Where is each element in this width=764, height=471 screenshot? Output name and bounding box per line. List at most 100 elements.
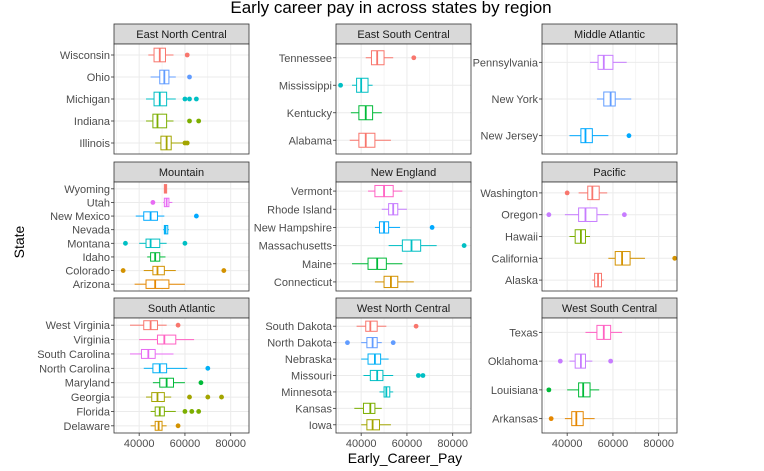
panel-border-west-south-central (541, 317, 678, 434)
outlier-georgia (187, 394, 192, 400)
outlier-indiana (196, 118, 202, 124)
box-new-jersey (580, 128, 593, 144)
panel-border-east-north-central (113, 43, 250, 155)
x-axis-title: Early_Career_Pay (348, 450, 462, 466)
state-label-mississippi: Mississippi (279, 80, 332, 92)
state-label-arizona: Arizona (73, 279, 111, 291)
state-label-illinois: Illinois (79, 138, 110, 150)
strip-label-east-south-central: East South Central (357, 29, 449, 41)
panel-border-east-south-central (335, 43, 472, 155)
outlier-washington (564, 190, 570, 196)
state-label-florida: Florida (76, 406, 111, 418)
state-label-arkansas: Arkansas (492, 414, 538, 426)
box-kansas (362, 402, 376, 414)
state-label-connecticut: Connecticut (274, 277, 332, 289)
x-tick-label: 60000 (392, 438, 423, 450)
outlier-west-virginia (175, 322, 181, 328)
panel-background-mountain (114, 182, 249, 291)
strip-label-middle-atlantic: Middle Atlantic (574, 29, 645, 41)
outlier-illinois (184, 140, 190, 146)
state-label-wisconsin: Wisconsin (60, 50, 110, 62)
x-tick-label: 80000 (437, 438, 468, 450)
panel-new-england: New England Vermont Rhode Island New Hampsh… (254, 161, 472, 292)
state-label-minnesota: Minnesota (281, 387, 333, 399)
state-label-new-york: New York (492, 94, 539, 106)
outlier-georgia (205, 394, 211, 400)
outlier-missouri (420, 373, 426, 378)
outlier-maryland (198, 380, 204, 386)
state-label-kentucky: Kentucky (287, 108, 333, 120)
state-label-oregon: Oregon (501, 210, 538, 222)
outlier-michigan (182, 96, 188, 102)
outlier-montana (182, 240, 188, 246)
outlier-new-jersey (626, 133, 632, 139)
outlier-oklahoma (608, 358, 614, 364)
strip-label-west-north-central: West North Central (357, 303, 450, 315)
panel-border-west-north-central (335, 317, 472, 434)
outlier-florida (189, 409, 195, 414)
x-tick-label: 40000 (552, 438, 583, 450)
panel-east-north-central: East North Central Wisconsin Ohio Michigan I… (60, 23, 250, 155)
state-label-colorado: Colorado (65, 266, 110, 278)
state-label-missouri: Missouri (291, 371, 332, 383)
state-label-north-dakota: North Dakota (267, 338, 333, 350)
state-label-oklahoma: Oklahoma (488, 356, 539, 368)
state-label-kansas: Kansas (295, 403, 332, 415)
x-tick-label: 40000 (124, 438, 155, 450)
box-virginia (156, 334, 177, 345)
strip-label-south-atlantic: South Atlantic (148, 303, 216, 315)
outlier-colorado (120, 268, 126, 273)
strip-label-new-england: New England (371, 167, 436, 179)
panel-west-north-central: West North Central South Dakota North Dako… (265, 297, 472, 450)
state-label-south-dakota: South Dakota (265, 321, 333, 333)
box-new-york (603, 91, 616, 107)
panel-border-mountain (113, 181, 250, 292)
state-label-nevada: Nevada (72, 225, 111, 237)
x-tick-label: 60000 (170, 438, 201, 450)
box-colorado (152, 265, 165, 276)
outlier-oregon (621, 212, 627, 218)
outlier-california (672, 255, 678, 261)
state-label-ohio: Ohio (87, 72, 110, 84)
outlier-georgia (219, 394, 224, 400)
outlier-arkansas (548, 416, 554, 422)
outlier-mississippi (338, 82, 343, 88)
state-label-nebraska: Nebraska (285, 354, 333, 366)
state-label-tennessee: Tennessee (279, 53, 332, 65)
x-tick-label: 80000 (643, 438, 674, 450)
outlier-michigan (193, 96, 199, 102)
outlier-wisconsin (184, 52, 190, 58)
box-south-dakota (365, 320, 378, 332)
x-tick-label: 40000 (346, 438, 377, 450)
outlier-tennessee (411, 55, 417, 61)
state-label-new-jersey: New Jersey (481, 131, 539, 143)
box-washington (587, 185, 600, 201)
outlier-florida (196, 409, 202, 414)
strip-label-mountain: Mountain (159, 167, 204, 179)
outlier-new-hampshire (429, 225, 435, 230)
outlier-michigan (187, 96, 192, 102)
x-tick-label: 60000 (598, 438, 629, 450)
state-label-virginia: Virginia (74, 335, 111, 347)
outlier-north-dakota (390, 340, 396, 346)
state-label-wyoming: Wyoming (64, 184, 110, 196)
box-mississippi (356, 77, 369, 93)
state-label-louisiana: Louisiana (491, 385, 539, 397)
state-label-south-carolina: South Carolina (37, 349, 111, 361)
outlier-oklahoma (557, 358, 563, 364)
outlier-south-dakota (413, 323, 419, 329)
state-label-iowa: Iowa (309, 420, 333, 432)
outlier-florida (182, 409, 188, 414)
state-label-texas: Texas (509, 327, 538, 339)
box-indiana (152, 113, 168, 129)
facet-panels: East North Central Wisconsin Ohio Michigan I… (37, 23, 678, 450)
y-axis-title: State (11, 225, 27, 258)
state-label-maryland: Maryland (65, 378, 110, 390)
box-arkansas (571, 411, 584, 427)
state-label-vermont: Vermont (291, 186, 332, 198)
box-oregon (578, 207, 598, 222)
state-label-utah: Utah (87, 197, 110, 209)
panel-west-south-central: West South Central Texas Oklahoma Louisiana… (488, 297, 678, 450)
box-arizona (145, 279, 170, 289)
state-label-west-virginia: West Virginia (46, 320, 111, 332)
